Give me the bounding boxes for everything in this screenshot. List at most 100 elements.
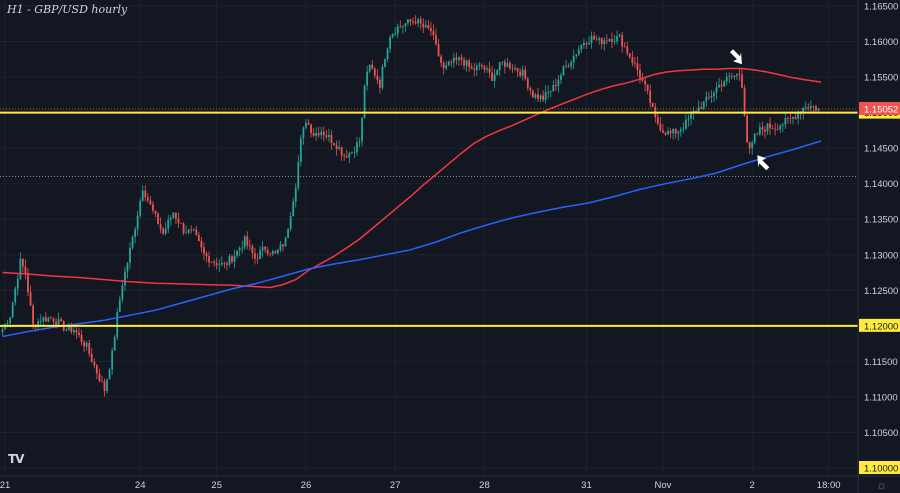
- candle: [22, 258, 24, 273]
- candle: [37, 318, 40, 330]
- candle: [85, 341, 88, 351]
- candle: [215, 257, 218, 270]
- candle: [310, 123, 312, 138]
- candle: [789, 113, 792, 124]
- candle-body: [634, 62, 636, 64]
- candle-body: [728, 76, 731, 77]
- candle: [11, 301, 14, 318]
- candle-body: [197, 235, 200, 242]
- candle: [427, 19, 430, 31]
- candle-body: [312, 133, 315, 136]
- candle: [669, 128, 672, 139]
- candle: [519, 68, 522, 78]
- candle: [317, 126, 320, 138]
- candle: [162, 226, 165, 236]
- candle: [486, 65, 488, 73]
- price-level-tag-label: 1.10000: [864, 464, 898, 475]
- candle-body: [697, 107, 700, 113]
- candle: [29, 285, 32, 306]
- candle-body: [424, 25, 427, 28]
- candle-body: [345, 156, 348, 158]
- candle-body: [804, 107, 807, 109]
- candle: [274, 250, 277, 255]
- candle: [386, 47, 389, 63]
- candle-body: [320, 131, 323, 136]
- candle: [460, 53, 463, 66]
- last-price-tag-label: 1.15052: [864, 104, 898, 115]
- candle-body: [55, 321, 57, 325]
- candle: [152, 201, 154, 214]
- candle-body: [478, 64, 481, 67]
- candle-body: [445, 65, 448, 69]
- candle: [616, 30, 618, 45]
- price-tick-label: 1.14500: [864, 144, 898, 155]
- candle-body: [417, 19, 420, 24]
- candle: [611, 32, 613, 49]
- candle: [368, 64, 371, 74]
- candle: [532, 89, 534, 98]
- candle-body: [603, 40, 606, 45]
- candle-body: [509, 63, 511, 69]
- candle: [534, 92, 537, 100]
- candle-body: [361, 117, 363, 142]
- candle-body: [460, 57, 463, 60]
- candle-body: [93, 361, 96, 366]
- gear-icon[interactable]: ☼: [876, 478, 887, 492]
- candle-body: [774, 128, 777, 130]
- candle: [113, 334, 116, 351]
- candle-body: [29, 292, 32, 306]
- candle-body: [389, 37, 391, 49]
- candle-body: [623, 46, 626, 48]
- candle: [409, 18, 412, 26]
- candle: [478, 61, 481, 71]
- candle: [412, 17, 414, 25]
- time-axis[interactable]: 21 24 25 26 27 28 31 Nov 2 18:00: [0, 475, 900, 491]
- candle-body: [544, 92, 547, 101]
- candle-body: [106, 379, 108, 392]
- candle: [667, 127, 669, 135]
- candle-body: [465, 60, 468, 66]
- candle-body: [690, 113, 692, 119]
- candle-body: [725, 76, 728, 82]
- candle-body: [111, 350, 114, 370]
- candle-body: [315, 132, 318, 136]
- candle-body: [208, 256, 210, 263]
- candle-body: [60, 319, 63, 322]
- candle: [169, 215, 172, 226]
- candle: [210, 261, 213, 264]
- candle-body: [659, 124, 662, 131]
- candle: [44, 312, 47, 322]
- candle: [526, 76, 529, 91]
- candle: [106, 378, 108, 394]
- candle-body: [274, 251, 277, 254]
- candle-body: [248, 245, 251, 247]
- candle-body: [366, 71, 369, 86]
- candle: [723, 80, 726, 88]
- candle: [549, 90, 552, 98]
- price-axis[interactable]: 1.165001.160001.155001.150001.145001.140…: [857, 0, 900, 493]
- candle-body: [251, 246, 254, 254]
- candle: [685, 113, 687, 131]
- candle: [246, 231, 249, 250]
- candle: [373, 66, 376, 79]
- candle-body: [524, 69, 527, 79]
- candle: [384, 58, 386, 68]
- price-tick-label: 1.15500: [864, 73, 898, 84]
- candle: [391, 33, 394, 39]
- candle: [407, 18, 409, 27]
- candle: [496, 68, 499, 76]
- candle-body: [662, 130, 664, 133]
- candle: [101, 375, 103, 383]
- candle: [60, 316, 63, 322]
- candle-body: [322, 131, 325, 136]
- candle-body: [88, 343, 91, 354]
- candle: [468, 58, 471, 72]
- candle: [751, 140, 754, 155]
- candle-body: [37, 321, 40, 328]
- candle-body: [167, 219, 170, 229]
- candle: [644, 77, 646, 92]
- tradingview-logo[interactable]: TV: [8, 452, 25, 466]
- candle-body: [136, 215, 139, 230]
- candle: [728, 72, 731, 83]
